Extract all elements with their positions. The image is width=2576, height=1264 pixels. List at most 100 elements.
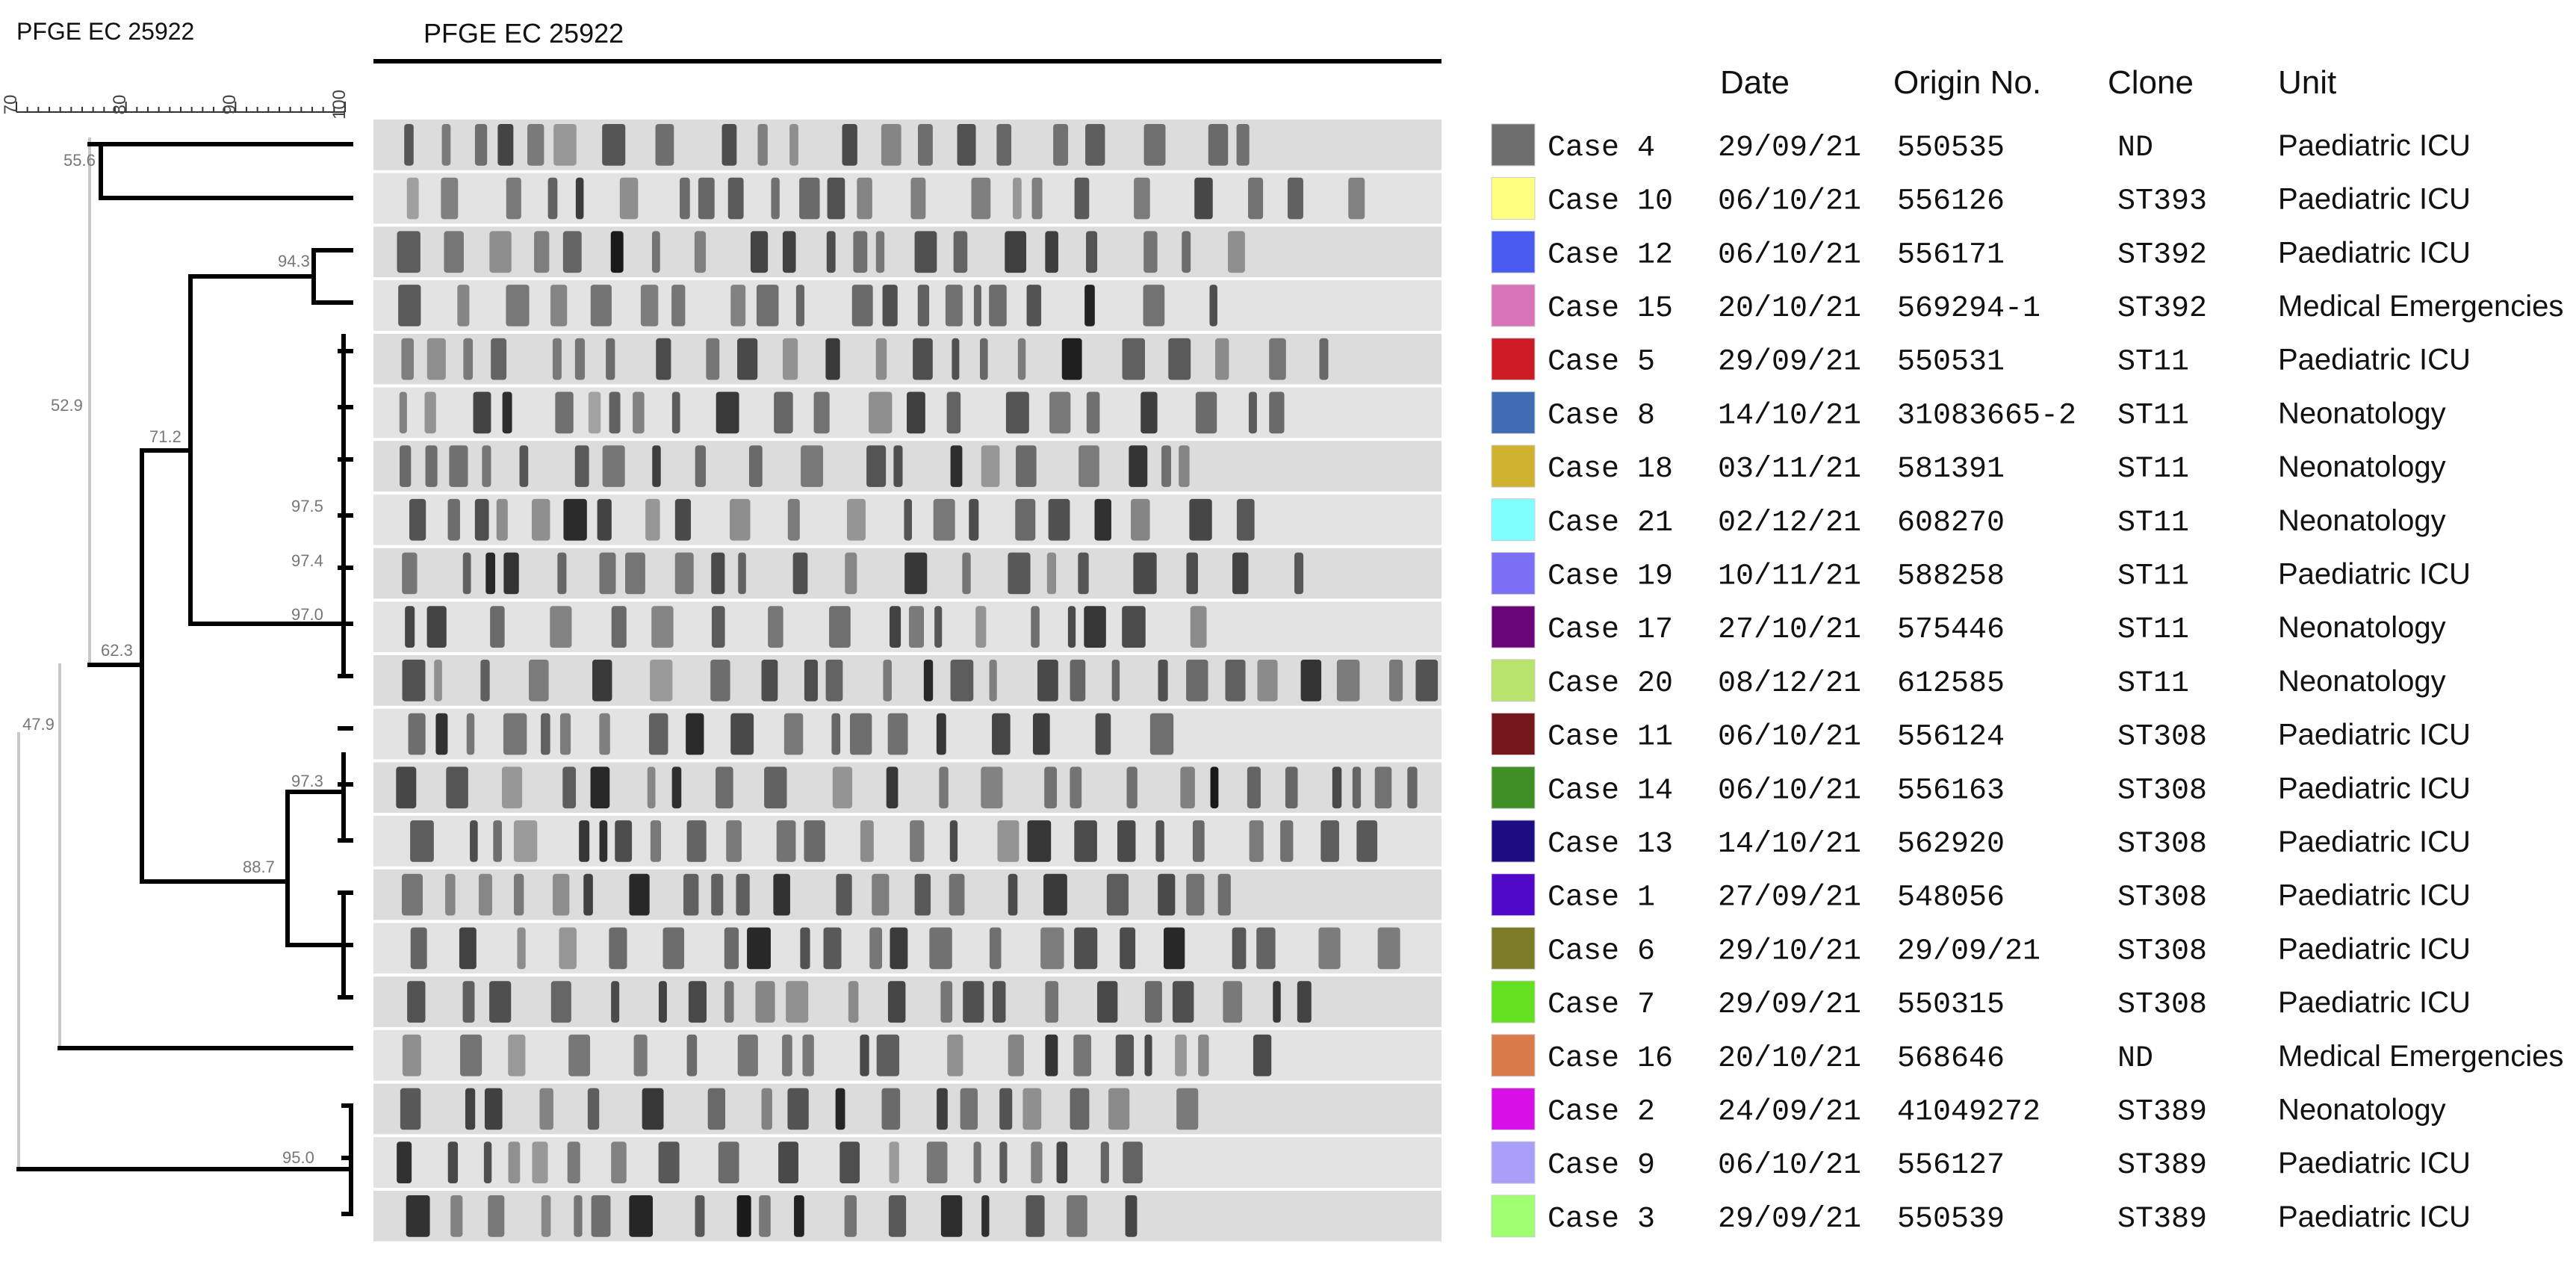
- gel-band: [497, 124, 514, 166]
- gel-band: [711, 552, 725, 595]
- gel-band: [1352, 766, 1362, 809]
- case-color-swatch: [1491, 123, 1536, 167]
- gel-band: [1037, 660, 1058, 701]
- gel-band: [1074, 177, 1090, 220]
- gel-band: [1192, 820, 1205, 862]
- gel-band: [508, 1034, 526, 1076]
- gel-band: [889, 606, 901, 648]
- gel-band: [493, 820, 502, 862]
- cell-clone: ST308: [2117, 774, 2207, 808]
- gel-band: [1100, 1141, 1109, 1183]
- cell-clone: ST308: [2117, 882, 2207, 915]
- cell-case: Case 3: [1548, 1203, 1655, 1236]
- cell-date: 20/10/21: [1718, 1042, 1861, 1076]
- gel-band: [485, 552, 496, 595]
- gel-band: [1084, 285, 1095, 326]
- gel-band: [1122, 338, 1146, 380]
- cell-date: 29/10/21: [1718, 935, 1861, 968]
- scale-tick-label: 90: [220, 95, 240, 115]
- gel-band: [1031, 606, 1040, 648]
- cell-clone: ST392: [2117, 238, 2207, 272]
- gel-band: [736, 873, 750, 916]
- scale-tick-label: 70: [1, 95, 21, 115]
- cell-unit: Paediatric ICU: [2278, 879, 2471, 912]
- cell-origin: 41049272: [1897, 1095, 2040, 1129]
- gel-band: [396, 766, 417, 809]
- cell-case: Case 5: [1548, 346, 1655, 379]
- gel-band: [651, 231, 660, 273]
- dendrogram: 55.6 52.9 94.3 71.2 97.5 97.4 97.0 62.3 97.3 88.7…: [16, 137, 353, 1216]
- case-color-swatch: [1491, 338, 1536, 381]
- cell-case: Case 16: [1548, 1042, 1673, 1076]
- gel-band: [1249, 820, 1264, 862]
- gel-band: [1111, 660, 1120, 701]
- gel-band: [1129, 445, 1148, 487]
- gel-lane: [373, 173, 1441, 224]
- gel-band: [866, 445, 887, 487]
- gel-band: [831, 713, 841, 755]
- gel-band: [1236, 124, 1250, 166]
- cell-case: Case 13: [1548, 828, 1673, 861]
- gel-band: [933, 498, 955, 541]
- gel-band: [786, 981, 809, 1023]
- gel-band: [795, 285, 804, 326]
- gel-band: [655, 124, 674, 166]
- gel-band: [424, 391, 436, 434]
- gel-band: [755, 981, 775, 1023]
- cell-unit: Paediatric ICU: [2278, 236, 2471, 269]
- gel-band: [449, 445, 468, 487]
- gel-band: [768, 606, 783, 648]
- gel-band: [826, 231, 836, 273]
- gel-band: [1280, 820, 1294, 862]
- cell-unit: Neonatology: [2278, 611, 2446, 644]
- gel-band: [1194, 177, 1213, 220]
- gel-band: [999, 1088, 1013, 1130]
- gel-band: [557, 552, 567, 595]
- gel-band: [1125, 1195, 1138, 1237]
- gel-band: [782, 1034, 792, 1076]
- cell-clone: ST11: [2117, 506, 2189, 540]
- gel-band: [457, 285, 470, 326]
- cell-unit: Neonatology: [2278, 665, 2446, 698]
- gel-band: [410, 820, 434, 862]
- gel-lane: [373, 976, 1441, 1027]
- gel-band: [1168, 338, 1191, 380]
- gel-band: [1198, 1034, 1209, 1076]
- gel-band: [1067, 1195, 1087, 1237]
- gel-band: [1273, 981, 1281, 1023]
- cell-clone: ST308: [2117, 721, 2207, 755]
- gel-band: [829, 606, 851, 648]
- gel-band: [724, 927, 739, 970]
- gel-band: [1025, 1195, 1045, 1237]
- gel-band: [926, 1141, 948, 1183]
- cell-case: Case 8: [1548, 399, 1655, 433]
- gel-band: [887, 713, 908, 755]
- gel-band: [787, 1088, 809, 1130]
- gel-band: [1269, 391, 1285, 434]
- gel-band: [1108, 1088, 1130, 1130]
- gel-band: [1186, 873, 1205, 916]
- gel-band: [887, 981, 906, 1023]
- gel-band: [517, 927, 526, 970]
- gel-band: [508, 1141, 521, 1183]
- gel-lane: [373, 1083, 1441, 1135]
- gel-band: [1120, 927, 1136, 970]
- gel-band: [1182, 231, 1191, 273]
- table-row: Case 9 06/10/21 556127 ST389 Paediatric ICU: [1491, 1141, 2471, 1184]
- gel-band: [801, 445, 824, 487]
- gel-band: [491, 338, 507, 380]
- gel-band: [695, 445, 706, 487]
- gel-band: [825, 660, 843, 701]
- node-similarity-label: 94.3: [278, 252, 310, 270]
- gel-band: [792, 552, 808, 595]
- cell-unit: Paediatric ICU: [2278, 1147, 2471, 1180]
- cell-unit: Paediatric ICU: [2278, 772, 2471, 805]
- gel-band: [1070, 766, 1082, 809]
- gel-band: [929, 927, 952, 970]
- gel-band: [401, 873, 423, 916]
- scale-tick-label: 80: [110, 95, 130, 115]
- cell-unit: Paediatric ICU: [2278, 344, 2471, 377]
- case-color-swatch: [1491, 1087, 1536, 1130]
- gel-band: [402, 660, 426, 701]
- gel-band: [721, 124, 737, 166]
